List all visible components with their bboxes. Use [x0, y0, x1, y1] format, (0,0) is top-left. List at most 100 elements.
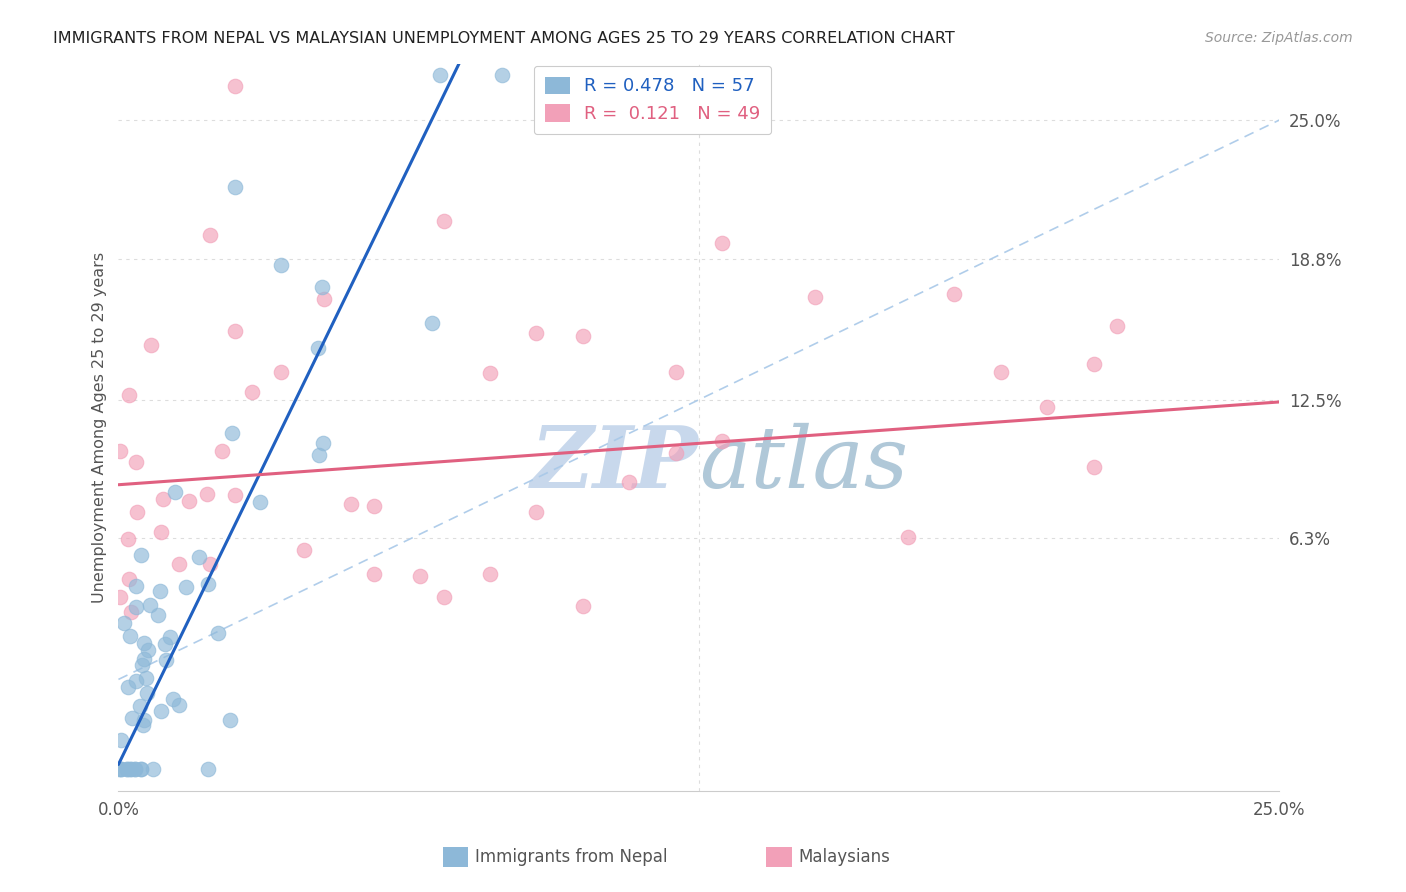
Point: [1083, 357, 1105, 371]
Point: [124, 762, 146, 776]
Point: [134, 713, 156, 727]
Point: [163, 484, 186, 499]
Point: [897, 530, 920, 544]
Point: [125, 505, 148, 519]
Point: [363, 499, 385, 513]
Point: [117, 680, 139, 694]
Point: [155, 653, 177, 667]
Point: [131, 718, 153, 732]
Point: [108, 762, 131, 776]
Point: [135, 671, 157, 685]
Point: [152, 492, 174, 507]
Point: [224, 79, 246, 94]
Text: Malaysians: Malaysians: [799, 848, 890, 866]
Point: [134, 635, 156, 649]
Point: [311, 280, 333, 294]
Point: [120, 762, 142, 776]
Text: IMMIGRANTS FROM NEPAL VS MALAYSIAN UNEMPLOYMENT AMONG AGES 25 TO 29 YEARS CORREL: IMMIGRANTS FROM NEPAL VS MALAYSIAN UNEMP…: [53, 31, 955, 46]
Point: [188, 550, 211, 565]
Point: [195, 487, 218, 501]
Point: [270, 259, 292, 273]
Point: [179, 493, 201, 508]
Point: [110, 762, 132, 776]
Point: [124, 762, 146, 776]
Point: [432, 213, 454, 227]
Point: [124, 673, 146, 688]
Point: [167, 698, 190, 712]
Point: [804, 290, 827, 304]
Point: [132, 652, 155, 666]
Point: [339, 497, 361, 511]
Point: [526, 326, 548, 340]
Point: [118, 629, 141, 643]
Point: [169, 557, 191, 571]
Point: [711, 236, 734, 251]
Point: [117, 762, 139, 776]
Point: [572, 599, 595, 614]
Point: [314, 292, 336, 306]
Point: [478, 567, 501, 582]
Point: [211, 443, 233, 458]
Point: [409, 569, 432, 583]
Point: [149, 704, 172, 718]
Point: [478, 366, 501, 380]
Point: [139, 338, 162, 352]
Point: [128, 699, 150, 714]
Point: [197, 762, 219, 776]
Point: [129, 762, 152, 776]
Point: [197, 577, 219, 591]
Point: [148, 584, 170, 599]
Point: [224, 180, 246, 194]
Point: [155, 637, 177, 651]
Point: [125, 599, 148, 614]
Point: [665, 446, 688, 460]
Point: [221, 425, 243, 440]
Point: [131, 657, 153, 672]
Point: [249, 495, 271, 509]
Point: [141, 762, 163, 776]
Point: [990, 365, 1012, 379]
Point: [136, 643, 159, 657]
Point: [218, 713, 240, 727]
Text: Immigrants from Nepal: Immigrants from Nepal: [475, 848, 668, 866]
Point: [711, 434, 734, 449]
Text: atlas: atlas: [699, 423, 908, 506]
Point: [200, 228, 222, 243]
Point: [125, 579, 148, 593]
Point: [148, 607, 170, 622]
Legend: R = 0.478   N = 57, R =  0.121   N = 49: R = 0.478 N = 57, R = 0.121 N = 49: [534, 66, 772, 134]
Point: [429, 68, 451, 82]
Point: [136, 686, 159, 700]
Point: [292, 542, 315, 557]
Point: [110, 762, 132, 776]
Point: [207, 625, 229, 640]
Point: [112, 616, 135, 631]
Point: [159, 630, 181, 644]
Point: [129, 762, 152, 776]
Point: [224, 488, 246, 502]
Point: [120, 605, 142, 619]
Point: [174, 580, 197, 594]
Point: [110, 590, 132, 604]
Point: [125, 455, 148, 469]
Point: [224, 324, 246, 338]
Point: [572, 329, 595, 343]
Point: [121, 711, 143, 725]
Point: [110, 733, 132, 747]
Point: [115, 762, 138, 776]
Point: [307, 341, 329, 355]
Point: [118, 388, 141, 402]
Point: [240, 385, 263, 400]
Point: [1083, 459, 1105, 474]
Point: [943, 286, 966, 301]
Point: [200, 557, 222, 571]
Point: [665, 365, 688, 379]
Point: [491, 68, 513, 82]
Text: ZIP: ZIP: [531, 422, 699, 506]
Point: [129, 549, 152, 563]
Point: [270, 365, 292, 379]
Point: [117, 532, 139, 546]
Text: Source: ZipAtlas.com: Source: ZipAtlas.com: [1205, 31, 1353, 45]
Point: [312, 436, 335, 450]
Point: [1036, 400, 1059, 414]
